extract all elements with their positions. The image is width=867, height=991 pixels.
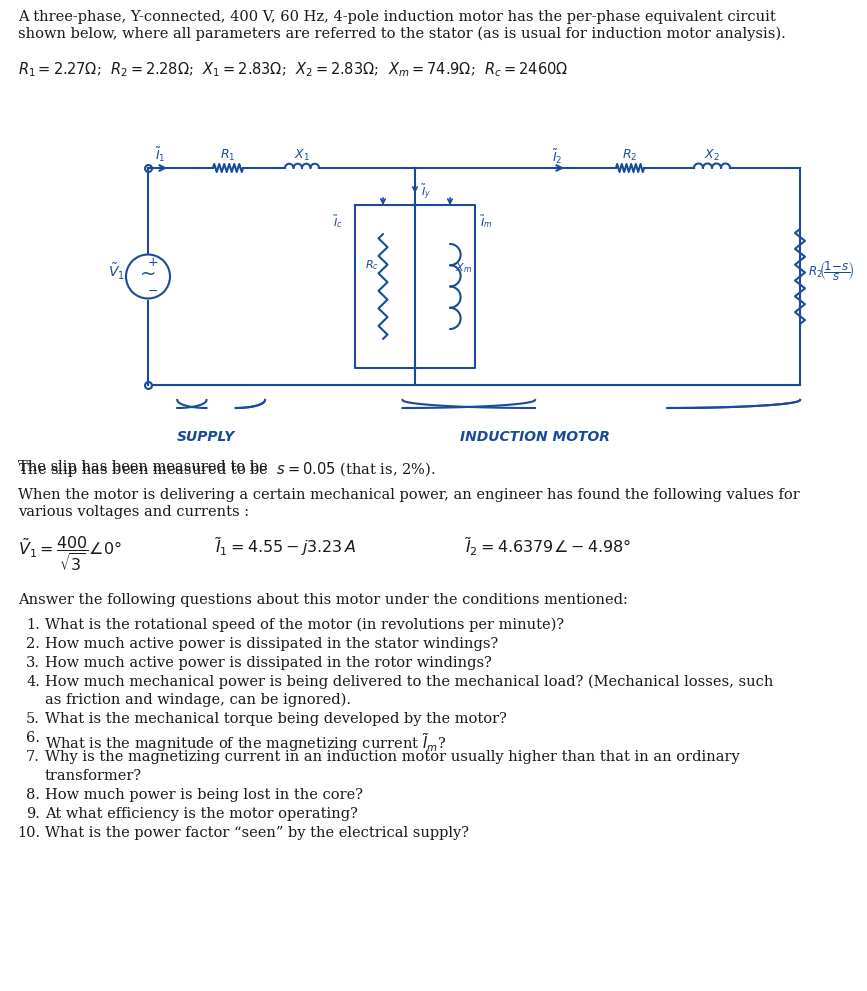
Text: $\tilde{I}_c$: $\tilde{I}_c$ bbox=[333, 213, 343, 230]
Text: A three-phase, Y-connected, 400 V, 60 Hz, 4-pole induction motor has the per-pha: A three-phase, Y-connected, 400 V, 60 Hz… bbox=[18, 10, 776, 24]
Text: $X_1$: $X_1$ bbox=[294, 148, 310, 164]
Text: $R_1$: $R_1$ bbox=[220, 148, 236, 164]
Text: How much power is being lost in the core?: How much power is being lost in the core… bbox=[45, 788, 363, 802]
Text: The slip has been measured to be: The slip has been measured to be bbox=[18, 460, 277, 474]
Text: $X_2$: $X_2$ bbox=[704, 148, 720, 164]
Text: as friction and windage, can be ignored).: as friction and windage, can be ignored)… bbox=[45, 693, 351, 708]
Text: 7.: 7. bbox=[26, 750, 40, 764]
Text: $\tilde{I}_2 = 4.6379\angle -4.98°$: $\tilde{I}_2 = 4.6379\angle -4.98°$ bbox=[465, 535, 631, 558]
Text: What is the rotational speed of the motor (in revolutions per minute)?: What is the rotational speed of the moto… bbox=[45, 618, 564, 632]
Text: shown below, where all parameters are referred to the stator (as is usual for in: shown below, where all parameters are re… bbox=[18, 27, 786, 42]
Text: At what efficiency is the motor operating?: At what efficiency is the motor operatin… bbox=[45, 807, 358, 821]
Text: How much active power is dissipated in the stator windings?: How much active power is dissipated in t… bbox=[45, 637, 499, 651]
Text: $R_c$: $R_c$ bbox=[365, 258, 379, 272]
Text: 1.: 1. bbox=[26, 618, 40, 632]
Text: 10.: 10. bbox=[16, 826, 40, 840]
Text: 8.: 8. bbox=[26, 788, 40, 802]
Text: $\tilde{I}_2$: $\tilde{I}_2$ bbox=[551, 147, 562, 165]
Text: $R_1 = 2.27\Omega$; $\ R_2 = 2.28\Omega$; $\ X_1 = 2.83\Omega$; $\ X_2 = 2.83\Om: $R_1 = 2.27\Omega$; $\ R_2 = 2.28\Omega$… bbox=[18, 60, 569, 78]
Text: 3.: 3. bbox=[26, 656, 40, 670]
Text: $\tilde{I}_y$: $\tilde{I}_y$ bbox=[421, 182, 431, 201]
Text: What is the mechanical torque being developed by the motor?: What is the mechanical torque being deve… bbox=[45, 712, 507, 726]
Text: 5.: 5. bbox=[26, 712, 40, 726]
Text: Answer the following questions about this motor under the conditions mentioned:: Answer the following questions about thi… bbox=[18, 593, 628, 607]
Text: What is the magnitude of the magnetizing current $\tilde{I}_m$?: What is the magnitude of the magnetizing… bbox=[45, 731, 447, 754]
Text: $\tilde{I}_m$: $\tilde{I}_m$ bbox=[480, 213, 492, 230]
Text: $-$: $-$ bbox=[147, 284, 159, 297]
Text: The slip has been measured to be  $s = 0.05$ (that is, 2%).: The slip has been measured to be $s = 0.… bbox=[18, 460, 435, 479]
Text: 9.: 9. bbox=[26, 807, 40, 821]
Text: $X_m$: $X_m$ bbox=[455, 261, 473, 275]
Text: INDUCTION MOTOR: INDUCTION MOTOR bbox=[460, 430, 610, 444]
Text: various voltages and currents :: various voltages and currents : bbox=[18, 505, 249, 519]
Text: 2.: 2. bbox=[26, 637, 40, 651]
Text: $\tilde{I}_1$: $\tilde{I}_1$ bbox=[154, 145, 166, 164]
Text: 4.: 4. bbox=[26, 675, 40, 689]
Text: $\tilde{V}_1$: $\tilde{V}_1$ bbox=[108, 262, 125, 281]
Text: 6.: 6. bbox=[26, 731, 40, 745]
Text: +: + bbox=[147, 256, 159, 269]
Text: $\tilde{V}_1 = \dfrac{400}{\sqrt{3}}\angle 0°$: $\tilde{V}_1 = \dfrac{400}{\sqrt{3}}\ang… bbox=[18, 535, 122, 574]
Text: $R_2$: $R_2$ bbox=[623, 148, 637, 164]
Text: SUPPLY: SUPPLY bbox=[177, 430, 235, 444]
Text: ~: ~ bbox=[140, 265, 156, 284]
Text: $R_2\!\left(\!\dfrac{1\!-\!s}{s}\!\right)$: $R_2\!\left(\!\dfrac{1\!-\!s}{s}\!\right… bbox=[808, 260, 855, 283]
Text: When the motor is delivering a certain mechanical power, an engineer has found t: When the motor is delivering a certain m… bbox=[18, 488, 799, 502]
Text: What is the power factor “seen” by the electrical supply?: What is the power factor “seen” by the e… bbox=[45, 826, 469, 840]
Text: transformer?: transformer? bbox=[45, 769, 142, 783]
Text: $\tilde{I}_1 = 4.55 - j3.23\,A$: $\tilde{I}_1 = 4.55 - j3.23\,A$ bbox=[215, 535, 356, 558]
Text: Why is the magnetizing current in an induction motor usually higher than that in: Why is the magnetizing current in an ind… bbox=[45, 750, 740, 764]
Text: How much active power is dissipated in the rotor windings?: How much active power is dissipated in t… bbox=[45, 656, 492, 670]
Text: How much mechanical power is being delivered to the mechanical load? (Mechanical: How much mechanical power is being deliv… bbox=[45, 675, 773, 690]
